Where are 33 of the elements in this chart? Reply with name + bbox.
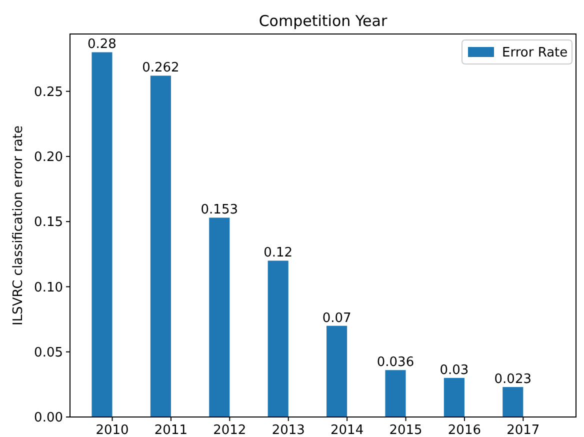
x-tick-label: 2012 — [213, 423, 246, 437]
legend-label: Error Rate — [502, 46, 568, 61]
data-label: 0.153 — [200, 202, 238, 218]
x-tick-label: 2017 — [506, 423, 540, 437]
bar — [326, 326, 348, 417]
x-tick-label: 2016 — [448, 423, 482, 437]
y-tick-label: 0.15 — [34, 215, 63, 230]
y-tick-label: 0.00 — [34, 410, 63, 426]
bar — [268, 260, 288, 417]
data-label: 0.023 — [494, 372, 532, 388]
bar — [150, 76, 171, 417]
bar — [444, 378, 464, 417]
y-tick-label: 0.25 — [34, 84, 63, 100]
x-tick-label: 2011 — [154, 423, 188, 437]
x-tick-label: 2015 — [389, 423, 422, 437]
x-tick-label: 2013 — [272, 423, 305, 437]
data-label: 0.28 — [88, 37, 116, 52]
y-tick-label: 0.05 — [34, 345, 63, 360]
data-label: 0.03 — [440, 362, 469, 378]
data-label: 0.07 — [322, 310, 352, 326]
bar — [209, 218, 230, 417]
bar — [385, 370, 406, 417]
y-tick-label: 0.10 — [34, 280, 63, 296]
bar — [502, 387, 524, 417]
x-tick-label: 2014 — [330, 423, 364, 437]
x-tick-label: 2010 — [96, 423, 129, 437]
data-label: 0.262 — [142, 60, 180, 76]
data-label: 0.036 — [376, 355, 414, 370]
chart-title: Competition Year — [258, 12, 388, 30]
y-tick-label: 0.20 — [34, 150, 63, 166]
data-label: 0.12 — [264, 246, 293, 261]
y-axis-title: ILSVRC classification error rate — [11, 125, 26, 326]
bar — [92, 52, 112, 417]
